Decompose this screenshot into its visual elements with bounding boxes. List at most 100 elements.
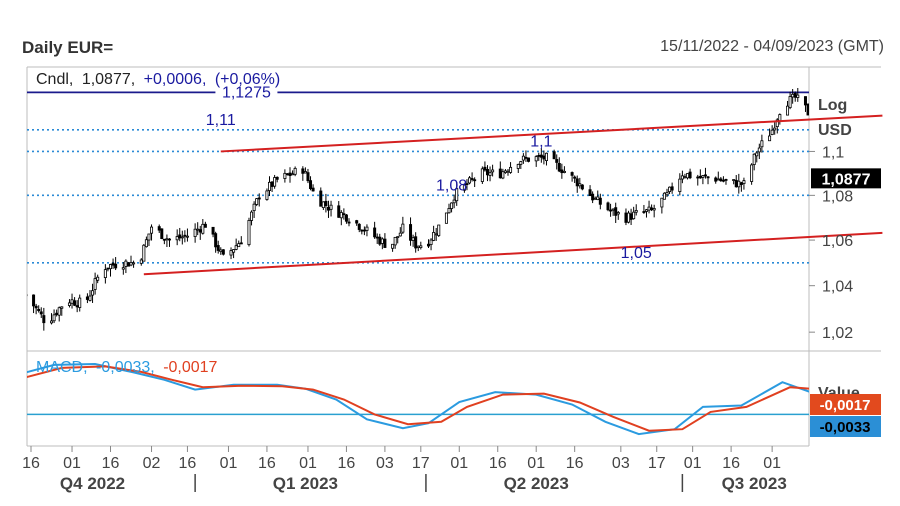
candle-body: [301, 168, 305, 174]
candle-body: [57, 307, 61, 316]
candle-body: [293, 167, 297, 175]
x-tick-label: 01: [63, 455, 81, 472]
candle-body: [506, 170, 510, 173]
candle-body: [157, 226, 161, 231]
candle-body: [416, 245, 420, 248]
candle-body: [552, 151, 556, 160]
candle-body: [324, 200, 328, 207]
candle-body: [498, 168, 502, 179]
candle-body: [344, 214, 348, 222]
candle-body: [67, 302, 71, 306]
candle-body: [175, 236, 179, 241]
x-tick-label: 02: [143, 455, 161, 472]
candle-body: [678, 178, 682, 192]
candle-body: [851, 151, 853, 158]
quarter-label: Q1 2023: [273, 474, 338, 493]
candle-body: [806, 103, 809, 116]
candle-body: [624, 212, 628, 223]
candle-body: [606, 202, 610, 211]
candle-body: [55, 312, 59, 315]
candle-body: [868, 164, 870, 165]
candle-body: [144, 239, 148, 248]
chart-title: Daily EUR=: [22, 38, 114, 57]
candle-body: [858, 151, 860, 155]
candle-body: [698, 175, 702, 179]
macd-line-macd: [27, 362, 809, 436]
x-tick-label: 01: [527, 455, 545, 472]
candle-body: [329, 204, 333, 210]
x-tick-label: 16: [258, 455, 276, 472]
candle-body: [398, 232, 402, 237]
candle-body: [775, 119, 779, 128]
candle-body: [519, 161, 523, 165]
candle-body: [211, 226, 215, 235]
candle-body: [393, 236, 397, 246]
candle-body: [527, 157, 531, 162]
x-tick-label: 01: [220, 455, 238, 472]
candle-body: [411, 237, 415, 241]
legend-main: Cndl, 1,0877, +0,0006, (+0,06%): [36, 71, 280, 88]
candle-body: [609, 209, 613, 212]
candle-body: [150, 226, 154, 234]
candle-body: [647, 206, 651, 211]
candle-body: [360, 229, 364, 232]
candle-body: [562, 170, 566, 173]
candle-body: [167, 238, 171, 241]
macd-tag-label: -0,0033: [820, 419, 871, 436]
candle-body: [239, 242, 243, 245]
x-tick-label: 17: [648, 455, 666, 472]
level-label: 1,1275: [222, 84, 271, 101]
candle-body: [578, 183, 582, 187]
candle-body: [85, 296, 89, 300]
candle-body: [221, 249, 225, 255]
candle-body: [778, 114, 782, 122]
candle-body: [237, 243, 241, 248]
candle-body: [375, 236, 379, 239]
candle-body: [570, 172, 574, 176]
candle-body: [124, 260, 128, 267]
candle-body: [283, 172, 287, 179]
candle-body: [380, 238, 384, 244]
candle-body: [696, 176, 700, 179]
last-price-tag: 1,0877: [811, 168, 881, 189]
last-price-label: 1,0877: [822, 171, 871, 188]
date-range: 15/11/2022 - 04/09/2023 (GMT): [660, 38, 884, 55]
candle-body: [750, 164, 754, 182]
candle-body: [337, 205, 341, 218]
candle-body: [60, 306, 64, 309]
level-labels: 1,1275 1,11 1,1 1,08 1,05: [206, 83, 652, 262]
candle-body: [591, 193, 595, 201]
candle-body: [737, 180, 741, 188]
candle-body: [432, 232, 436, 241]
candle-body: [252, 203, 256, 211]
candle-body: [881, 170, 883, 176]
candle-body: [450, 202, 454, 209]
candle-body: [111, 262, 115, 266]
candle-body: [593, 197, 597, 200]
candle-body: [521, 155, 525, 161]
candle-body: [132, 262, 136, 265]
horizontal-levels: [27, 91, 809, 264]
level-label: 1,11: [206, 112, 236, 129]
candle-body: [216, 245, 220, 251]
candle-body: [39, 311, 43, 315]
candle-body: [575, 178, 579, 187]
quarter-label: Q2 2023: [504, 474, 569, 493]
candle-body: [129, 261, 133, 266]
x-tick-label: 01: [299, 455, 317, 472]
candle-body: [537, 155, 541, 157]
candle-body: [326, 206, 330, 211]
candle-body: [250, 211, 254, 221]
candle-body: [275, 176, 279, 180]
candle-body: [760, 140, 764, 148]
candle-body: [193, 228, 197, 237]
candle-body: [627, 212, 631, 223]
candle-body: [183, 234, 187, 237]
candle-body: [755, 152, 759, 157]
candle-body: [488, 172, 492, 176]
scale-label-log: Log: [818, 97, 847, 114]
candle-body: [426, 243, 430, 247]
candle-body: [34, 305, 38, 309]
candle-body: [557, 162, 561, 172]
candle-body: [255, 198, 259, 205]
